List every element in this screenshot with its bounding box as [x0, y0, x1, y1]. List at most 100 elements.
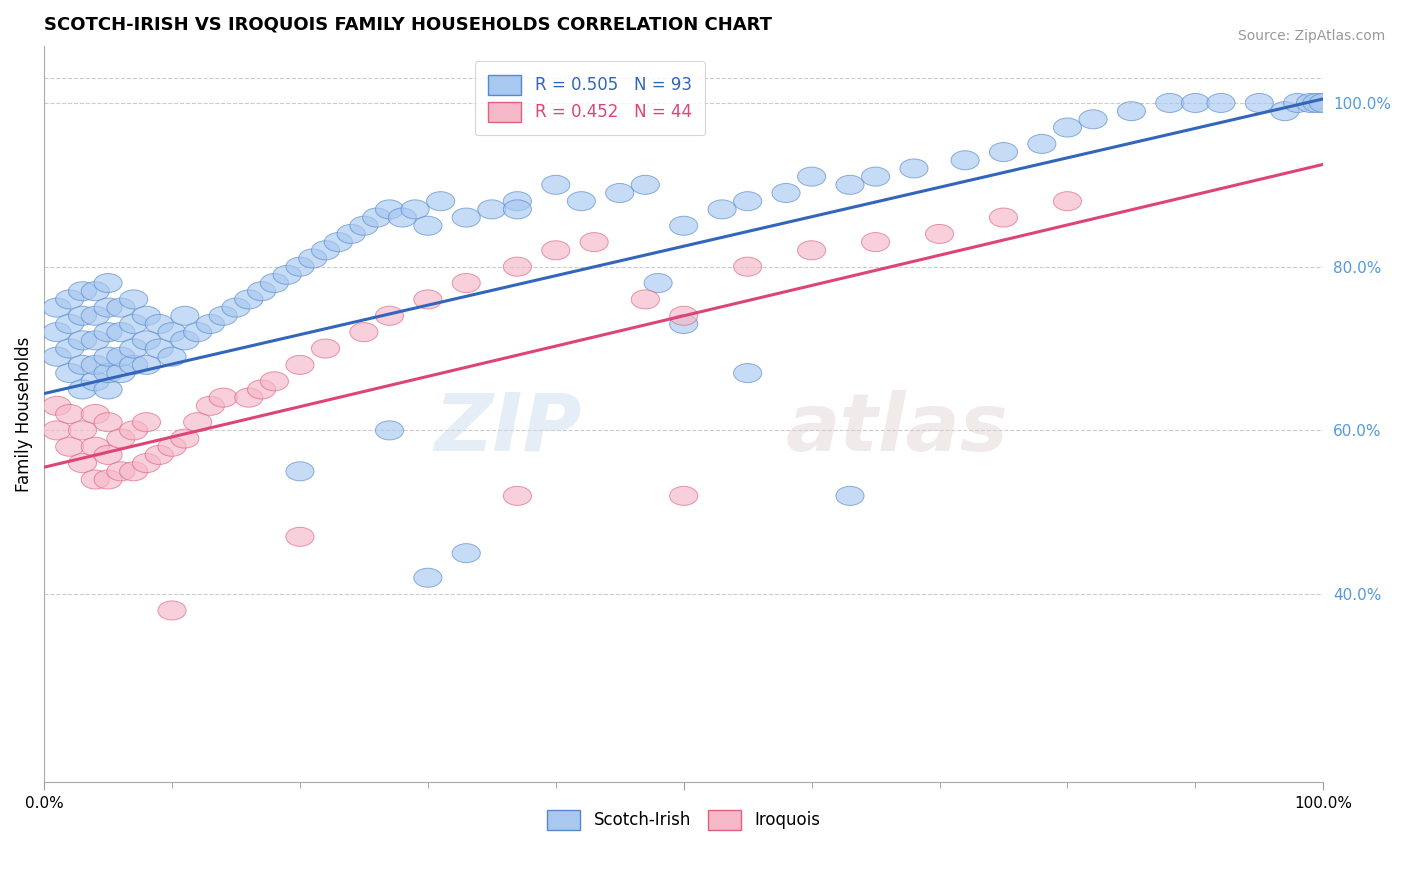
Ellipse shape	[669, 216, 697, 235]
Ellipse shape	[453, 274, 481, 293]
Ellipse shape	[56, 364, 84, 383]
Ellipse shape	[82, 470, 110, 489]
Ellipse shape	[222, 298, 250, 318]
Ellipse shape	[247, 380, 276, 399]
Ellipse shape	[1118, 102, 1146, 120]
Ellipse shape	[170, 331, 198, 350]
Ellipse shape	[837, 176, 865, 194]
Ellipse shape	[82, 306, 110, 326]
Ellipse shape	[1296, 94, 1324, 112]
Ellipse shape	[145, 445, 173, 465]
Ellipse shape	[94, 445, 122, 465]
Ellipse shape	[325, 233, 353, 252]
Ellipse shape	[197, 396, 225, 416]
Ellipse shape	[426, 192, 454, 211]
Ellipse shape	[797, 241, 825, 260]
Ellipse shape	[285, 462, 314, 481]
Ellipse shape	[312, 339, 340, 358]
Ellipse shape	[94, 298, 122, 318]
Ellipse shape	[413, 568, 441, 587]
Ellipse shape	[1309, 94, 1337, 112]
Ellipse shape	[709, 200, 737, 219]
Legend: Scotch-Irish, Iroquois: Scotch-Irish, Iroquois	[540, 803, 827, 837]
Ellipse shape	[950, 151, 979, 169]
Ellipse shape	[170, 429, 198, 448]
Ellipse shape	[235, 388, 263, 407]
Ellipse shape	[209, 306, 238, 326]
Ellipse shape	[69, 282, 97, 301]
Ellipse shape	[990, 208, 1018, 227]
Ellipse shape	[478, 200, 506, 219]
Ellipse shape	[157, 437, 186, 457]
Ellipse shape	[82, 331, 110, 350]
Ellipse shape	[837, 486, 865, 506]
Ellipse shape	[900, 159, 928, 178]
Ellipse shape	[94, 380, 122, 399]
Text: SCOTCH-IRISH VS IROQUOIS FAMILY HOUSEHOLDS CORRELATION CHART: SCOTCH-IRISH VS IROQUOIS FAMILY HOUSEHOL…	[44, 15, 772, 33]
Ellipse shape	[453, 208, 481, 227]
Y-axis label: Family Households: Family Households	[15, 336, 32, 491]
Ellipse shape	[413, 216, 441, 235]
Ellipse shape	[669, 306, 697, 326]
Ellipse shape	[120, 339, 148, 358]
Ellipse shape	[734, 192, 762, 211]
Ellipse shape	[375, 421, 404, 440]
Ellipse shape	[350, 323, 378, 342]
Ellipse shape	[145, 339, 173, 358]
Ellipse shape	[631, 290, 659, 309]
Ellipse shape	[69, 454, 97, 473]
Ellipse shape	[337, 225, 366, 244]
Ellipse shape	[350, 216, 378, 235]
Ellipse shape	[69, 355, 97, 375]
Ellipse shape	[1303, 94, 1331, 112]
Ellipse shape	[990, 143, 1018, 161]
Ellipse shape	[375, 200, 404, 219]
Ellipse shape	[94, 364, 122, 383]
Ellipse shape	[197, 315, 225, 334]
Ellipse shape	[1246, 94, 1274, 112]
Ellipse shape	[567, 192, 595, 211]
Ellipse shape	[581, 233, 609, 252]
Ellipse shape	[375, 306, 404, 326]
Ellipse shape	[631, 176, 659, 194]
Text: atlas: atlas	[786, 390, 1008, 467]
Ellipse shape	[1078, 110, 1107, 128]
Ellipse shape	[1156, 94, 1184, 112]
Ellipse shape	[82, 437, 110, 457]
Ellipse shape	[170, 306, 198, 326]
Ellipse shape	[541, 241, 569, 260]
Ellipse shape	[132, 454, 160, 473]
Ellipse shape	[132, 355, 160, 375]
Ellipse shape	[298, 249, 326, 268]
Ellipse shape	[157, 347, 186, 367]
Ellipse shape	[145, 315, 173, 334]
Ellipse shape	[107, 298, 135, 318]
Ellipse shape	[56, 437, 84, 457]
Ellipse shape	[94, 347, 122, 367]
Ellipse shape	[503, 200, 531, 219]
Ellipse shape	[209, 388, 238, 407]
Ellipse shape	[157, 601, 186, 620]
Ellipse shape	[363, 208, 391, 227]
Ellipse shape	[1053, 118, 1081, 137]
Ellipse shape	[1284, 94, 1312, 112]
Ellipse shape	[503, 192, 531, 211]
Ellipse shape	[107, 429, 135, 448]
Ellipse shape	[107, 347, 135, 367]
Ellipse shape	[644, 274, 672, 293]
Ellipse shape	[453, 543, 481, 563]
Ellipse shape	[69, 380, 97, 399]
Ellipse shape	[157, 323, 186, 342]
Ellipse shape	[312, 241, 340, 260]
Ellipse shape	[862, 167, 890, 186]
Ellipse shape	[120, 290, 148, 309]
Ellipse shape	[503, 486, 531, 506]
Ellipse shape	[772, 184, 800, 202]
Ellipse shape	[1206, 94, 1234, 112]
Ellipse shape	[94, 470, 122, 489]
Ellipse shape	[94, 413, 122, 432]
Ellipse shape	[120, 462, 148, 481]
Ellipse shape	[273, 265, 301, 285]
Ellipse shape	[42, 396, 70, 416]
Ellipse shape	[69, 421, 97, 440]
